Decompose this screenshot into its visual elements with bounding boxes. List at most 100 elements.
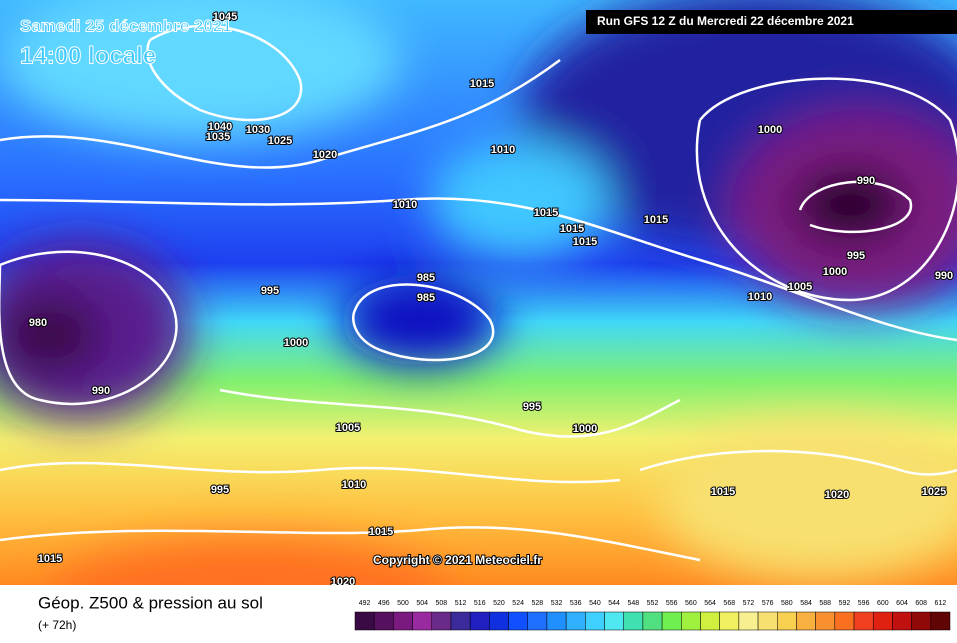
- scale-swatch: [450, 611, 471, 631]
- isobar-label: 1000: [284, 337, 308, 349]
- scale-label: 556: [666, 600, 678, 607]
- scale-label: 596: [858, 600, 870, 607]
- scale-label: 608: [915, 600, 927, 607]
- scale-swatch: [815, 611, 836, 631]
- isobar-label: 995: [523, 401, 541, 413]
- isobar-label: 1025: [268, 135, 292, 147]
- scale-swatch: [834, 611, 855, 631]
- run-info: Run GFS 12 Z du Mercredi 22 décembre 202…: [597, 14, 854, 28]
- scale-label: 536: [570, 600, 582, 607]
- isobar-label: 1025: [922, 486, 946, 498]
- scale-swatch: [431, 611, 452, 631]
- isobar-label: 1015: [470, 78, 494, 90]
- scale-swatch: [623, 611, 644, 631]
- scale-swatch: [527, 611, 548, 631]
- scale-label: 496: [378, 600, 390, 607]
- isobar-label: 1000: [823, 266, 847, 278]
- isobar-label: 995: [847, 250, 865, 262]
- scale-swatch: [469, 611, 490, 631]
- scale-label: 588: [819, 600, 831, 607]
- scale-label: 572: [743, 600, 755, 607]
- scale-label: 508: [436, 600, 448, 607]
- scale-swatch: [489, 611, 509, 631]
- scale-label: 520: [493, 600, 505, 607]
- scale-swatch: [872, 611, 893, 631]
- scale-swatch: [393, 611, 413, 631]
- forecast-time: 14:00 locale: [20, 42, 156, 69]
- scale-swatch: [892, 611, 912, 631]
- isobar-label: 985: [417, 292, 435, 304]
- scale-label: 576: [762, 600, 774, 607]
- scale-label: 552: [647, 600, 659, 607]
- isobar-label: 1015: [573, 236, 597, 248]
- scale-label: 592: [839, 600, 851, 607]
- isobar-label: 1020: [313, 149, 337, 161]
- scale-label: 512: [455, 600, 467, 607]
- scale-label: 540: [589, 600, 601, 607]
- scale-label: 580: [781, 600, 793, 607]
- isobar-label: 1015: [38, 553, 62, 565]
- scale-label: 548: [627, 600, 639, 607]
- scale-label: 568: [723, 600, 735, 607]
- scale-swatch: [911, 611, 932, 631]
- isobar-label: 985: [417, 272, 435, 284]
- scale-label: 544: [608, 600, 620, 607]
- isobar-label: 980: [29, 317, 47, 329]
- isobar-label: 1045: [213, 11, 237, 23]
- isobar-lines: [0, 24, 957, 562]
- run-banner: [586, 10, 957, 34]
- scale-label: 584: [800, 600, 812, 607]
- scale-swatch: [853, 611, 874, 631]
- isobar-label: 1020: [825, 489, 849, 501]
- scale-swatch: [565, 611, 586, 631]
- scale-swatch: [642, 611, 663, 631]
- scale-label: 516: [474, 600, 486, 607]
- scale-swatch: [508, 611, 528, 631]
- isobar-label: 1010: [491, 144, 515, 156]
- scale-swatch: [757, 611, 778, 631]
- isobar-label: 1000: [573, 423, 597, 435]
- scale-swatch: [585, 611, 605, 631]
- scale-swatch: [777, 611, 797, 631]
- scale-swatch: [738, 611, 759, 631]
- isobar-label: 1010: [748, 291, 772, 303]
- isobar-label: 1030: [246, 124, 270, 136]
- scale-label: 492: [359, 600, 371, 607]
- isobar-label: 1015: [560, 223, 584, 235]
- scale-label: 612: [935, 600, 947, 607]
- scale-swatch: [604, 611, 624, 631]
- scale-label: 532: [551, 600, 563, 607]
- isobar-label: 995: [211, 484, 229, 496]
- scale-label: 528: [531, 600, 543, 607]
- isobar-label: 1005: [788, 281, 812, 293]
- legend-subtitle: (+ 72h): [38, 618, 76, 632]
- isobar-label: 1005: [336, 422, 360, 434]
- isobar-label: 990: [935, 270, 953, 282]
- isobar-label: 1000: [758, 124, 782, 136]
- isobar-label: 1015: [644, 214, 668, 226]
- isobar-label: 1015: [534, 207, 558, 219]
- isobar-label: 1000: [573, 423, 597, 435]
- scale-swatch: [719, 611, 740, 631]
- scale-swatch: [700, 611, 720, 631]
- scale-label: 504: [416, 600, 428, 607]
- scale-swatch: [930, 611, 951, 631]
- scale-label: 500: [397, 600, 409, 607]
- legend-title: Géop. Z500 & pression au sol: [38, 593, 263, 612]
- scale-swatch: [412, 611, 433, 631]
- scale-swatch: [373, 611, 394, 631]
- scale-swatch: [796, 611, 816, 631]
- isobar-label: 1010: [342, 479, 366, 491]
- scale-label: 524: [512, 600, 524, 607]
- isobar-label: 1015: [369, 526, 393, 538]
- scale-label: 560: [685, 600, 697, 607]
- scale-swatch: [681, 611, 701, 631]
- isobar-label: 1020: [331, 576, 355, 588]
- isobar-label: 990: [857, 175, 875, 187]
- scale-label: 600: [877, 600, 889, 607]
- isobar-label: 995: [261, 285, 279, 297]
- scale-swatch: [546, 611, 567, 631]
- isobar-label: 990: [92, 385, 110, 397]
- isobar-label: 1040: [208, 121, 232, 133]
